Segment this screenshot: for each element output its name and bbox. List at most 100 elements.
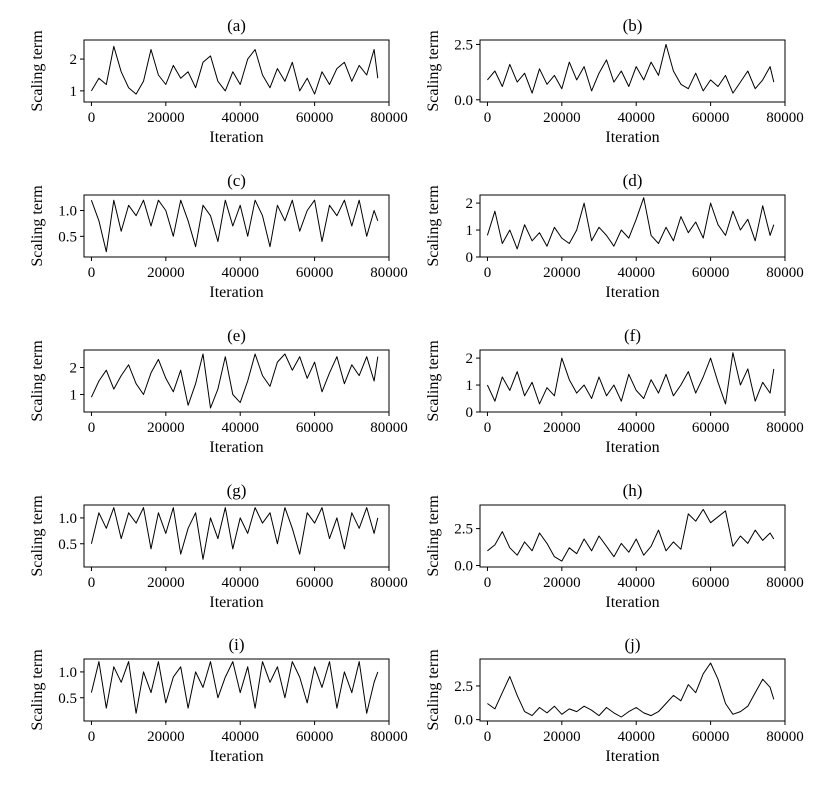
- x-axis-label: Iteration: [209, 594, 263, 611]
- x-axis-label: Iteration: [605, 284, 659, 301]
- x-tick-label: 20000: [543, 729, 581, 745]
- subplot-title: (c): [227, 171, 246, 190]
- x-tick-label: 60000: [296, 420, 334, 436]
- plot-frame: [479, 504, 786, 568]
- subplot-d: (d) 0 20000 40000 60000 80000 0 1 2 Iteration Scal…: [425, 171, 804, 301]
- x-tick-label: 20000: [147, 575, 185, 591]
- x-tick-label: 0: [484, 110, 492, 126]
- x-tick-label: 0: [484, 729, 492, 745]
- x-tick-label: 0: [484, 420, 492, 436]
- x-tick-label: 80000: [370, 729, 408, 745]
- x-tick-label: 0: [88, 729, 96, 745]
- y-tick-label: 0.0: [454, 93, 473, 109]
- y-axis-label: Scaling term: [29, 30, 46, 112]
- series-line: [487, 508, 775, 562]
- y-tick-label: 1.0: [58, 665, 77, 681]
- x-tick-label: 80000: [766, 575, 804, 591]
- x-axis-label: Iteration: [605, 439, 659, 456]
- x-tick-label: 60000: [692, 729, 730, 745]
- subplot-f: (f) 0 20000 40000 60000 80000 0 1 2 Iteration Scal…: [425, 326, 804, 456]
- subplot-c: (c) 0 20000 40000 60000 80000 0.5 1.0 Iteration S…: [29, 171, 408, 301]
- x-tick-label: 60000: [296, 729, 334, 745]
- x-tick-label: 20000: [543, 110, 581, 126]
- plot-frame: [479, 349, 786, 413]
- y-axis-label: Scaling term: [425, 340, 442, 422]
- series-line: [90, 45, 379, 95]
- y-tick-label: 2: [70, 52, 78, 68]
- y-axis-label: Scaling term: [29, 495, 46, 577]
- x-tick-label: 20000: [543, 420, 581, 436]
- y-tick-label: 1: [466, 378, 474, 394]
- x-tick-label: 40000: [221, 265, 259, 281]
- y-tick-label: 2: [70, 361, 78, 377]
- x-tick-label: 20000: [147, 420, 185, 436]
- x-tick-label: 40000: [617, 420, 655, 436]
- x-tick-label: 20000: [147, 265, 185, 281]
- x-tick-label: 80000: [766, 729, 804, 745]
- x-tick-label: 40000: [221, 729, 259, 745]
- subplot-title: (g): [227, 481, 247, 500]
- subplot-title: (a): [227, 16, 246, 35]
- x-tick-label: 0: [88, 110, 96, 126]
- x-tick-label: 80000: [766, 110, 804, 126]
- x-tick-label: 0: [484, 575, 492, 591]
- x-tick-label: 0: [88, 265, 96, 281]
- plot-frame: [479, 194, 786, 258]
- x-axis-label: Iteration: [605, 129, 659, 146]
- y-tick-label: 1.0: [58, 511, 77, 527]
- x-tick-label: 40000: [221, 110, 259, 126]
- x-tick-label: 0: [88, 420, 96, 436]
- series-line: [90, 661, 379, 714]
- x-tick-label: 80000: [370, 110, 408, 126]
- y-tick-label: 0: [466, 250, 474, 266]
- y-tick-label: 2.5: [454, 37, 473, 53]
- subplot-g: (g) 0 20000 40000 60000 80000 0.5 1.0 Iteration S…: [29, 481, 408, 611]
- series-line: [90, 353, 379, 409]
- series-line: [487, 43, 775, 94]
- x-axis-label: Iteration: [605, 748, 659, 765]
- y-tick-label: 0.5: [58, 691, 77, 707]
- x-tick-label: 40000: [617, 265, 655, 281]
- y-axis-label: Scaling term: [29, 185, 46, 267]
- x-tick-label: 60000: [296, 575, 334, 591]
- x-tick-label: 20000: [147, 729, 185, 745]
- subplot-title: (j): [624, 635, 640, 654]
- x-tick-label: 80000: [766, 420, 804, 436]
- x-tick-label: 0: [88, 575, 96, 591]
- subplot-title: (d): [623, 171, 643, 190]
- plot-frame: [83, 39, 390, 103]
- y-axis-label: Scaling term: [29, 649, 46, 731]
- y-axis-label: Scaling term: [425, 495, 442, 577]
- y-tick-label: 0.5: [58, 229, 77, 245]
- plot-frame: [479, 658, 786, 722]
- x-tick-label: 20000: [543, 575, 581, 591]
- subplot-h: (h) 0 20000 40000 60000 80000 0.0 2.5 Iteration S…: [425, 481, 804, 611]
- series-line: [90, 199, 379, 253]
- series-line: [90, 507, 379, 560]
- x-tick-label: 80000: [370, 265, 408, 281]
- y-tick-label: 0.0: [454, 559, 473, 575]
- x-tick-label: 60000: [692, 420, 730, 436]
- y-tick-label: 0: [466, 405, 474, 421]
- y-axis-label: Scaling term: [29, 340, 46, 422]
- y-tick-label: 1: [466, 223, 474, 239]
- x-axis-label: Iteration: [209, 129, 263, 146]
- x-tick-label: 20000: [543, 265, 581, 281]
- plot-frame: [83, 349, 390, 413]
- x-tick-label: 80000: [766, 265, 804, 281]
- x-tick-label: 40000: [617, 110, 655, 126]
- subplot-b: (b) 0 20000 40000 60000 80000 0.0 2.5 Iteration S…: [425, 16, 804, 146]
- y-axis-label: Scaling term: [425, 185, 442, 267]
- plot-frame: [479, 39, 786, 103]
- y-tick-label: 2: [466, 351, 474, 367]
- series-line: [486, 197, 775, 250]
- x-tick-label: 60000: [296, 265, 334, 281]
- plot-frame: [83, 194, 390, 258]
- x-tick-label: 40000: [617, 575, 655, 591]
- y-tick-label: 1: [70, 84, 78, 100]
- x-tick-label: 60000: [692, 110, 730, 126]
- x-tick-label: 80000: [370, 575, 408, 591]
- x-tick-label: 40000: [221, 575, 259, 591]
